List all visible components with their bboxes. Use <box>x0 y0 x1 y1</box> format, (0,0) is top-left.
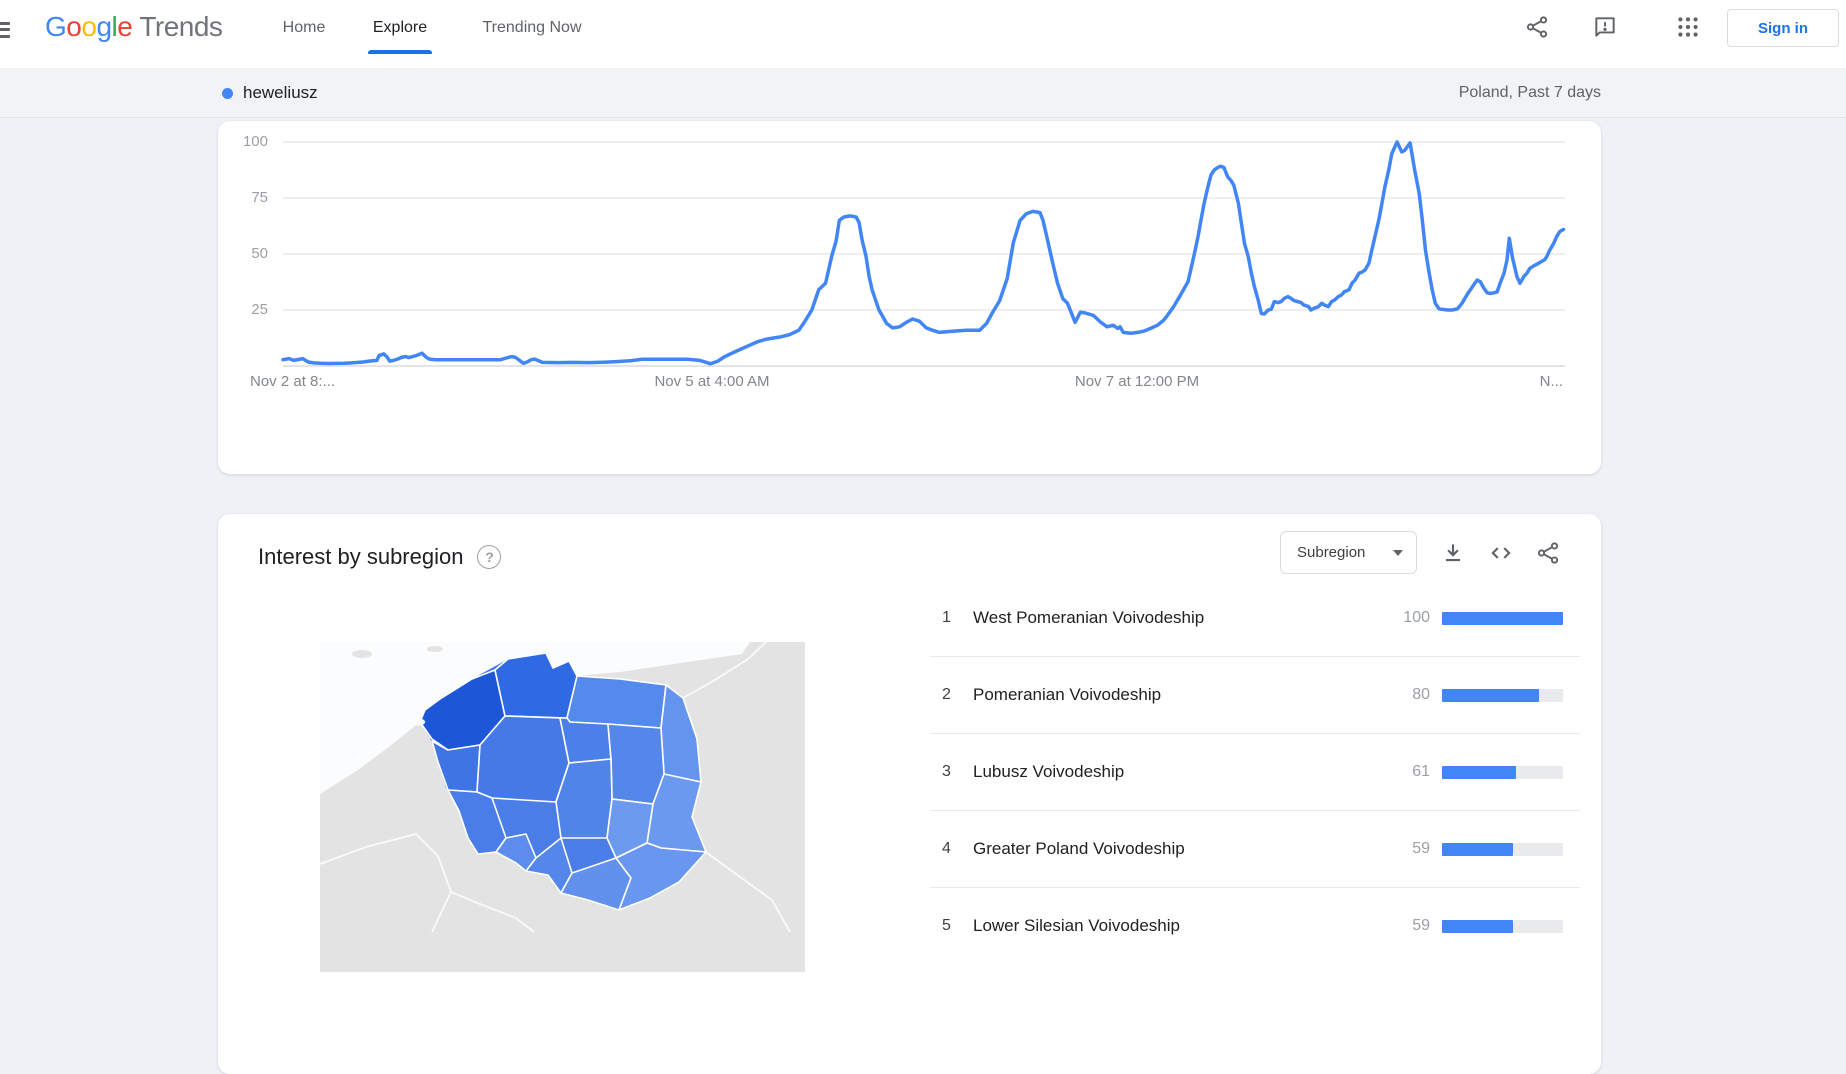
subregion-rank: 2 <box>942 686 951 703</box>
x-tick-label: Nov 7 at 12:00 PM <box>1074 373 1200 390</box>
logo-letter: o <box>66 11 82 42</box>
logo-letter: l <box>111 11 118 42</box>
sign-in-button[interactable]: Sign in <box>1727 9 1839 47</box>
logo-letter: G <box>45 11 67 42</box>
trends-wordmark: Trends <box>139 11 223 42</box>
subregion-rank: 3 <box>942 763 951 780</box>
download-icon[interactable] <box>1440 540 1466 566</box>
nav-item-home[interactable]: Home <box>282 19 326 36</box>
active-tab-underline <box>368 50 432 54</box>
subregion-value: 59 <box>1412 840 1430 857</box>
logo-letter: e <box>117 11 133 42</box>
google-trends-logo[interactable]: Google Trends <box>45 11 223 43</box>
subregion-value: 59 <box>1412 917 1430 934</box>
country-border-line <box>320 832 452 933</box>
subregion-bar-track <box>1442 919 1563 933</box>
subregion-name: Lower Silesian Voivodeship <box>973 916 1180 935</box>
country-border-line <box>450 891 535 933</box>
subregion-row[interactable]: 1 West Pomeranian Voivodeship 100 <box>930 580 1580 657</box>
apps-grid-icon[interactable] <box>1675 14 1703 42</box>
szczecin-lagoon <box>413 718 425 726</box>
subregion-bar-fill <box>1442 765 1516 779</box>
map-region-mazowieckie[interactable] <box>607 723 665 805</box>
interest-over-time-card: 25 50 75 100 Nov 2 at 8:... Nov 5 at 4:00 AM… <box>218 121 1601 474</box>
nav-item-explore[interactable]: Explore <box>372 19 428 36</box>
subregion-bar-track <box>1442 611 1563 625</box>
share-icon[interactable] <box>1524 14 1552 42</box>
subregion-value: 100 <box>1403 609 1430 626</box>
map-region-podkarpackie[interactable] <box>615 842 707 911</box>
logo-letter: o <box>81 11 97 42</box>
country-border-line <box>682 642 767 699</box>
chevron-down-icon <box>1393 549 1403 556</box>
subregion-value: 80 <box>1412 686 1430 703</box>
trend-line-heweliusz[interactable] <box>281 140 1566 366</box>
baltic-sea <box>320 642 750 794</box>
subregion-list: 1 West Pomeranian Voivodeship 100 2 Pomerani… <box>930 580 1580 964</box>
subregion-name: Greater Poland Voivodeship <box>973 839 1185 858</box>
y-tick-label: 100 <box>242 133 268 150</box>
subregion-rank: 1 <box>942 609 951 626</box>
subregion-name: Pomeranian Voivodeship <box>973 685 1162 704</box>
top-app-bar: Google Trends Home Explore Trending Now Sig… <box>0 0 1846 68</box>
help-icon[interactable]: ? <box>477 545 502 569</box>
filter-scope-label: Poland, Past 7 days <box>1458 84 1601 101</box>
poland-choropleth-map[interactable] <box>320 642 805 972</box>
interest-by-subregion-card: Interest by subregion ? Subregion 1 West … <box>218 514 1601 1074</box>
series-color-dot <box>222 88 233 99</box>
subregion-row[interactable]: 5 Lower Silesian Voivodeship 59 <box>930 888 1580 964</box>
subregion-dropdown[interactable]: Subregion <box>1280 531 1417 574</box>
subregion-value: 61 <box>1412 763 1430 780</box>
map-region-kujawsko[interactable] <box>559 717 612 764</box>
subregion-row[interactable]: 3 Lubusz Voivodeship 61 <box>930 734 1580 811</box>
x-tick-label: Nov 5 at 4:00 AM <box>654 373 770 390</box>
subregion-bar-fill <box>1442 842 1514 856</box>
nav-item-trending-now[interactable]: Trending Now <box>482 19 582 36</box>
y-tick-label: 50 <box>251 245 268 262</box>
island <box>427 646 443 652</box>
subregion-bar-fill <box>1442 688 1539 702</box>
y-tick-label: 25 <box>251 301 268 318</box>
map-region-pomorskie[interactable] <box>494 652 578 719</box>
subregion-bar-track <box>1442 688 1563 702</box>
share-icon[interactable] <box>1535 540 1561 566</box>
subregion-section-title: Interest by subregion <box>258 544 464 569</box>
feedback-icon[interactable] <box>1592 14 1620 42</box>
subregion-bar-fill <box>1442 919 1514 933</box>
embed-icon[interactable] <box>1488 540 1514 566</box>
menu-icon[interactable] <box>0 18 10 38</box>
subregion-row[interactable]: 2 Pomeranian Voivodeship 80 <box>930 657 1580 734</box>
map-region-swietokrzyskie[interactable] <box>606 798 654 859</box>
logo-letter: g <box>96 11 112 42</box>
subregion-bar-track <box>1442 842 1563 856</box>
subregion-bar-fill <box>1442 611 1563 625</box>
x-tick-label: Nov 2 at 8:... <box>250 373 336 390</box>
map-region-warminsko[interactable] <box>566 675 667 729</box>
x-tick-label: N... <box>1539 373 1563 390</box>
subregion-bar-track <box>1442 765 1563 779</box>
subregion-rank: 5 <box>942 917 951 934</box>
search-term-chip[interactable]: heweliusz <box>243 83 318 102</box>
y-tick-label: 75 <box>251 189 268 206</box>
subregion-rank: 4 <box>942 840 951 857</box>
subregion-dropdown-value: Subregion <box>1297 544 1366 561</box>
interest-over-time-chart[interactable] <box>218 121 1601 474</box>
country-border-line <box>705 851 791 933</box>
island <box>352 650 372 658</box>
subregion-row[interactable]: 4 Greater Poland Voivodeship 59 <box>930 811 1580 888</box>
subregion-name: West Pomeranian Voivodeship <box>973 608 1205 627</box>
google-wordmark: Google <box>45 11 133 42</box>
subregion-name: Lubusz Voivodeship <box>973 762 1125 781</box>
search-term-bar: heweliusz Poland, Past 7 days <box>0 68 1846 118</box>
